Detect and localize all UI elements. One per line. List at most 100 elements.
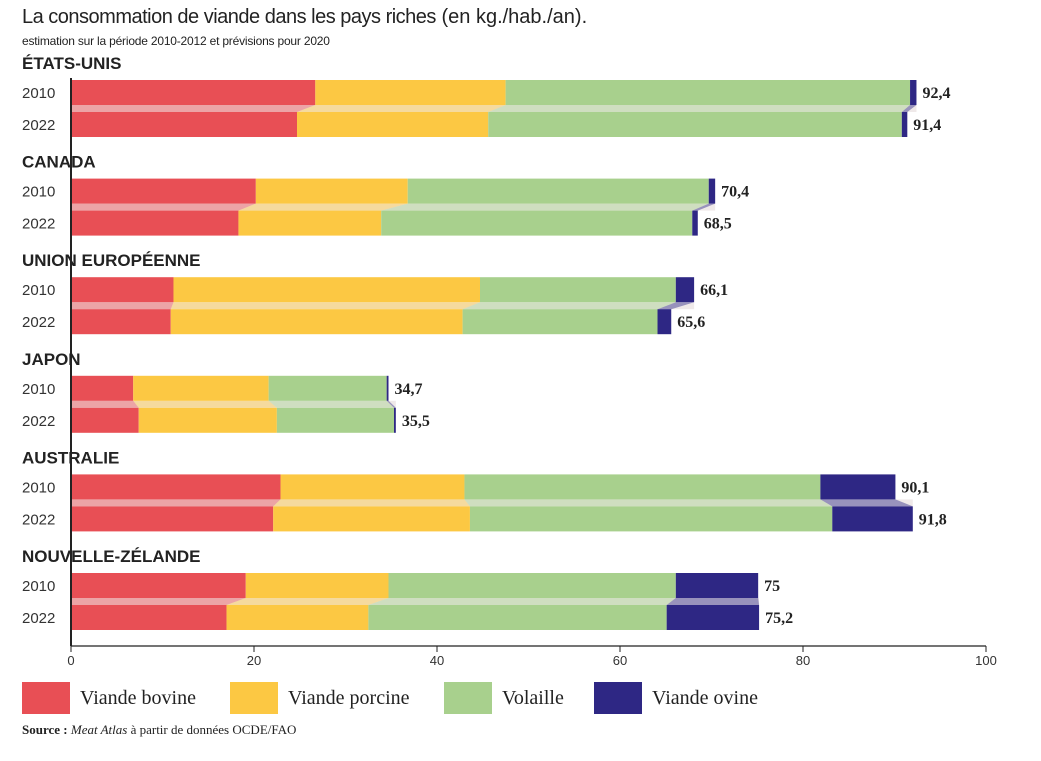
bar-segment [71, 573, 246, 598]
bar-segment [480, 277, 676, 303]
bar-segment [71, 407, 139, 433]
bar-segment [666, 605, 760, 630]
bar-segment [71, 178, 256, 204]
bar-segment [462, 309, 658, 335]
total-value-label: 92,4 [922, 85, 950, 102]
row-separator [71, 203, 716, 211]
group-label: NOUVELLE-ZÉLANDE [22, 547, 201, 566]
chart-subtitle: estimation sur la période 2010-2012 et p… [22, 34, 330, 48]
legend-item-volaille: Volaille [444, 681, 564, 715]
segment-connector [462, 302, 676, 310]
bar-segment [245, 573, 389, 598]
legend-label-ovine: Viande ovine [652, 686, 758, 709]
segment-connector [273, 499, 470, 507]
bar-segment [71, 309, 171, 335]
segment-connector [386, 400, 396, 408]
group-label: ÉTATS-UNIS [22, 54, 121, 73]
legend-label-bovine: Viande bovine [80, 686, 196, 709]
x-tick-label: 40 [430, 653, 444, 668]
stacked-bar-chart: ÉTATS-UNIS 2010 92,4 2022 91,4 CANADA 2010 70,4… [22, 54, 997, 668]
segment-connector [133, 400, 277, 408]
bar-segment [388, 573, 676, 598]
bar-segment [71, 277, 174, 303]
total-value-label: 66,1 [700, 282, 728, 299]
bar-segment [675, 277, 695, 303]
bar-segment [71, 506, 274, 532]
year-label: 2022 [22, 117, 55, 134]
row-separator [71, 598, 760, 605]
bar-segment [71, 210, 239, 236]
chart-title: La consommation de viande dans les pays … [22, 6, 587, 29]
source-note: Source : Meat Atlas à partir de données … [22, 722, 296, 738]
total-value-label: 65,6 [677, 314, 705, 331]
bar-segment [381, 210, 693, 236]
segment-connector [657, 302, 695, 310]
year-label: 2010 [22, 381, 55, 398]
year-label: 2022 [22, 610, 55, 627]
legend-label-volaille: Volaille [502, 686, 564, 709]
segment-connector [901, 105, 917, 112]
bar-segment [71, 112, 298, 137]
segment-connector [226, 598, 389, 605]
bar-segment [657, 309, 672, 335]
source-publication: Meat Atlas [70, 722, 128, 737]
bar-segment [315, 80, 506, 105]
segment-connector [71, 203, 256, 211]
bar-segment [368, 605, 667, 630]
row-separator [71, 105, 917, 112]
year-label: 2022 [22, 216, 55, 233]
segment-connector [381, 203, 709, 211]
bar-segment [71, 375, 134, 401]
segment-connector [71, 302, 174, 310]
segment-connector [488, 105, 911, 112]
legend-swatch-volaille [444, 682, 492, 714]
segment-connector [170, 302, 481, 310]
year-label: 2010 [22, 578, 55, 595]
bar-segment [170, 309, 463, 335]
x-tick-label: 100 [975, 653, 997, 668]
segment-connector [692, 203, 716, 211]
total-value-label: 34,7 [395, 381, 423, 398]
segment-connector [71, 400, 139, 408]
bar-segment [276, 407, 394, 433]
bar-segment [226, 605, 369, 630]
group-label: JAPON [22, 350, 81, 369]
segment-connector [268, 400, 394, 408]
year-label: 2022 [22, 511, 55, 528]
year-label: 2010 [22, 184, 55, 201]
bar-segment [280, 474, 465, 500]
x-tick-label: 80 [796, 653, 810, 668]
year-label: 2010 [22, 85, 55, 102]
total-value-label: 91,8 [919, 511, 947, 528]
total-value-label: 75,2 [765, 610, 793, 627]
x-tick-label: 0 [67, 653, 74, 668]
source-label: Source : [22, 722, 68, 737]
bar-segment [692, 210, 698, 236]
segment-connector [238, 203, 408, 211]
segment-connector [820, 499, 913, 507]
bar-segment [238, 210, 382, 236]
total-value-label: 91,4 [913, 117, 941, 134]
legend-swatch-ovine [594, 682, 642, 714]
bar-segment [832, 506, 913, 532]
bar-segment [469, 506, 833, 532]
group-label: UNION EUROPÉENNE [22, 251, 201, 270]
segment-connector [71, 598, 246, 605]
total-value-label: 70,4 [721, 184, 749, 201]
legend-item-porcine: Viande porcine [230, 681, 410, 715]
legend-item-bovine: Viande bovine [22, 681, 196, 715]
total-value-label: 68,5 [704, 216, 732, 233]
bar-segment [488, 112, 902, 137]
bar-segment [386, 375, 389, 401]
segment-connector [71, 105, 316, 112]
bar-segment [297, 112, 489, 137]
bar-segment [71, 474, 281, 500]
total-value-label: 35,5 [402, 413, 430, 430]
legend-swatch-bovine [22, 682, 70, 714]
bar-segment [820, 474, 896, 500]
row-separator [71, 302, 695, 310]
segment-connector [464, 499, 833, 507]
bar-segment [133, 375, 269, 401]
bar-segment [173, 277, 481, 303]
bar-segment [138, 407, 277, 433]
